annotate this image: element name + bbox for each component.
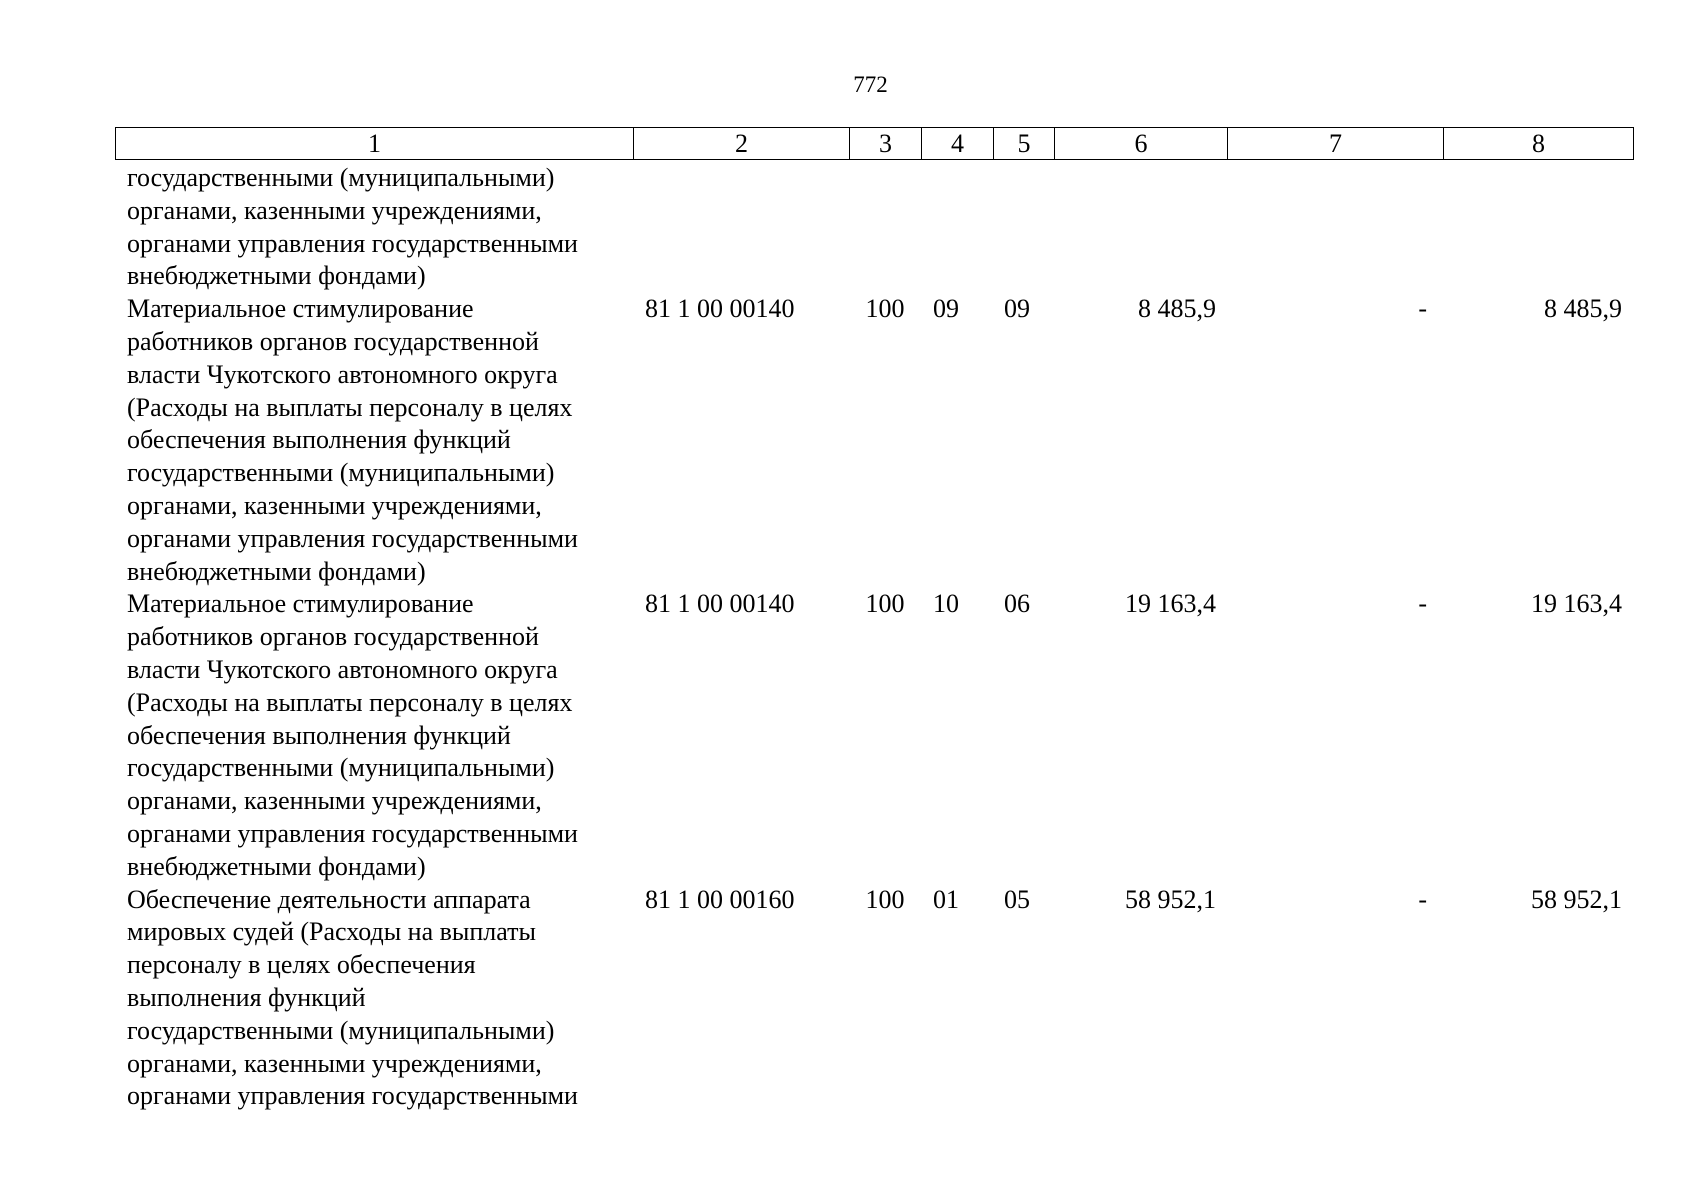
column-header: 2 <box>633 127 850 160</box>
amount-cell: 58 952,1 <box>1125 884 1216 914</box>
subsection-cell: 09 <box>1004 294 1030 324</box>
amount-total-cell: 8 485,9 <box>1544 294 1622 324</box>
section-cell: 10 <box>933 589 959 619</box>
section-cell: 01 <box>933 884 959 914</box>
expense-name-cell: Материальное стимулирование работников о… <box>127 294 578 586</box>
column-header-table: 1 2 3 4 5 6 7 8 <box>115 127 1634 160</box>
amount-total-cell: 58 952,1 <box>1531 884 1622 914</box>
expense-name-cell: Обеспечение деятельности аппарата мировы… <box>127 884 578 1111</box>
subsection-cell: 05 <box>1004 884 1030 914</box>
expense-name-cell: Материальное стимулирование работников о… <box>127 589 578 881</box>
target-article-code-cell: 81 1 00 00140 <box>645 294 795 324</box>
column-header: 5 <box>993 127 1055 160</box>
expense-type-cell: 100 <box>865 294 905 324</box>
table-row: Материальное стимулирование работников о… <box>115 588 1633 883</box>
table-row: Материальное стимулирование работников о… <box>115 293 1633 588</box>
budget-table-body: государственными (муниципальными) органа… <box>115 162 1633 1113</box>
expense-type-cell: 100 <box>865 589 905 619</box>
expense-type-cell <box>849 162 921 293</box>
amount-cell: 8 485,9 <box>1138 294 1216 324</box>
column-header: 8 <box>1443 127 1634 160</box>
amount-cell <box>1054 162 1227 293</box>
amount-cell: - <box>1418 884 1427 914</box>
column-header: 1 <box>115 127 634 160</box>
target-article-code-cell: 81 1 00 00160 <box>645 884 795 914</box>
expense-type-cell: 100 <box>865 884 905 914</box>
column-header: 4 <box>921 127 994 160</box>
table-row: Обеспечение деятельности аппарата мировы… <box>115 884 1633 1114</box>
amount-cell: - <box>1418 294 1427 324</box>
table-row: государственными (муниципальными) органа… <box>115 162 1633 293</box>
amount-cell <box>1227 162 1443 293</box>
section-cell: 09 <box>933 294 959 324</box>
amount-cell: 19 163,4 <box>1125 589 1216 619</box>
page-number: 772 <box>853 72 888 97</box>
subsection-cell <box>993 162 1054 293</box>
subsection-cell: 06 <box>1004 589 1030 619</box>
amount-total-cell <box>1443 162 1633 293</box>
amount-cell: - <box>1418 589 1427 619</box>
expense-name-cell: государственными (муниципальными) органа… <box>127 163 578 291</box>
column-header: 7 <box>1227 127 1444 160</box>
column-header: 6 <box>1054 127 1228 160</box>
target-article-code-cell <box>633 162 849 293</box>
target-article-code-cell: 81 1 00 00140 <box>645 589 795 619</box>
amount-total-cell: 19 163,4 <box>1531 589 1622 619</box>
section-cell <box>921 162 993 293</box>
column-header-row: 1 2 3 4 5 6 7 8 <box>115 127 1634 160</box>
column-header: 3 <box>849 127 922 160</box>
